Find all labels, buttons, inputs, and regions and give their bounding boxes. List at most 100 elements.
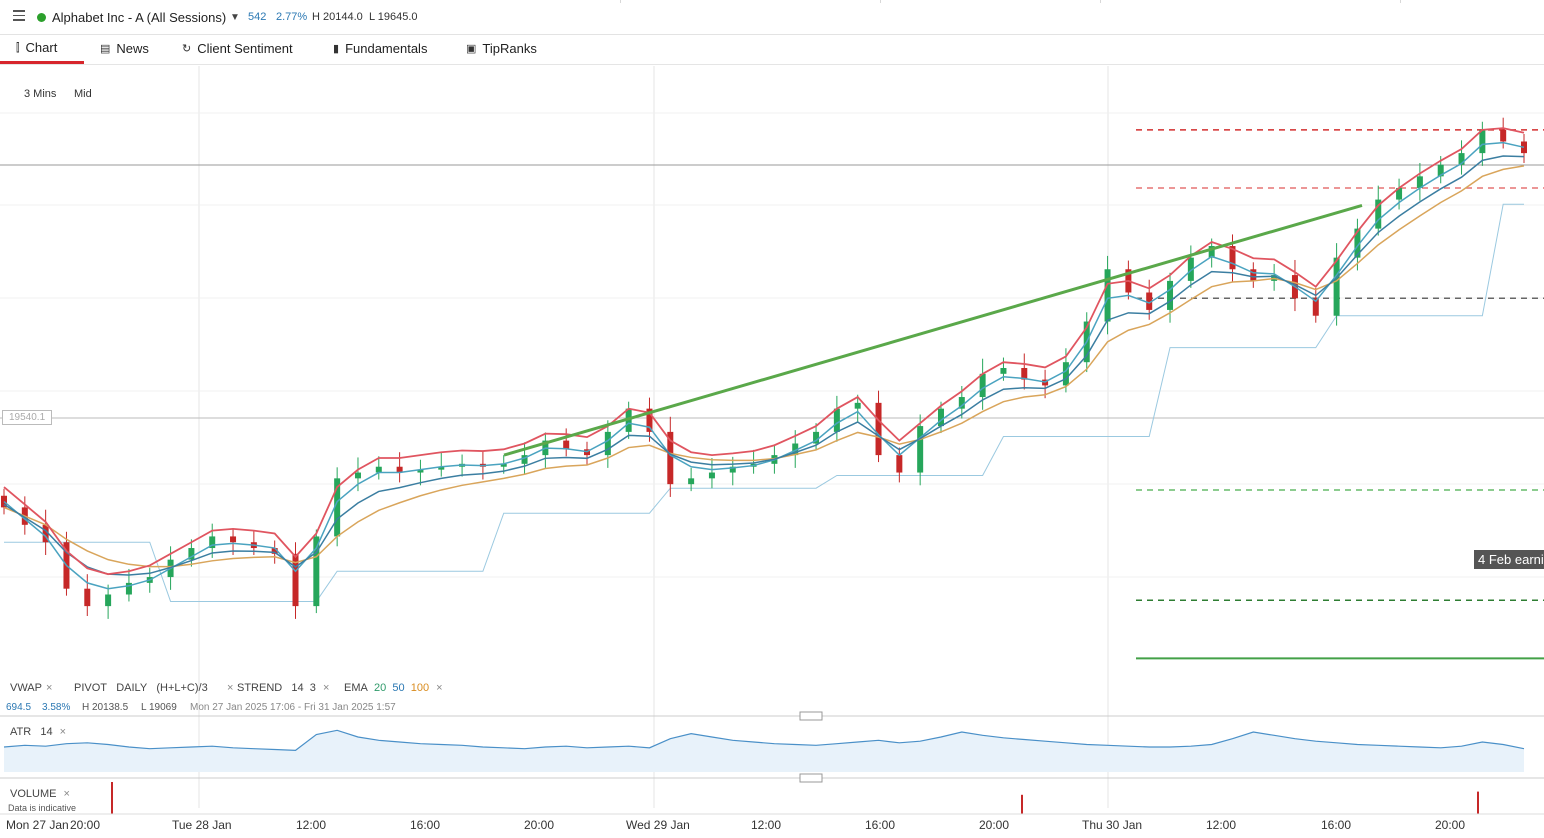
- close-icon[interactable]: ×: [63, 788, 70, 800]
- tab-label: TipRanks: [482, 41, 537, 56]
- candle-body: [396, 466, 403, 473]
- candles-icon: ⫿: [16, 41, 20, 54]
- candle-body: [667, 431, 674, 485]
- candle-body: [438, 466, 445, 470]
- tab-bar: ⫿ Chart ▤ News ↻ Client Sentiment ▮ Fundamen…: [0, 34, 1544, 65]
- candle-body: [500, 463, 507, 467]
- candle-body: [1021, 368, 1028, 380]
- ema-legend: EMA 20 50 100 ×: [344, 682, 443, 694]
- vwap-line: [4, 203, 1524, 602]
- earnings-badge[interactable]: 4 Feb earni: [1474, 550, 1544, 569]
- volume-note: Data is indicative: [8, 803, 77, 813]
- x-tick: 12:00: [1206, 818, 1237, 832]
- candle-body: [604, 431, 611, 456]
- x-tick: 20:00: [1435, 818, 1466, 832]
- candle-body: [84, 588, 91, 607]
- ema-50-line: [3, 155, 1525, 576]
- tab-tipranks[interactable]: ▣ TipRanks: [466, 34, 537, 64]
- candle-body: [979, 373, 986, 398]
- panel-resize-handle: [799, 773, 823, 783]
- chevron-down-icon[interactable]: ▼: [230, 12, 240, 23]
- session-low: L 19645.0: [369, 11, 418, 23]
- x-tick: 16:00: [410, 818, 441, 832]
- ema-50: 50: [392, 682, 405, 694]
- close-icon[interactable]: ×: [226, 682, 234, 694]
- panel-resize-handle: [799, 711, 823, 721]
- candle-body: [375, 466, 382, 473]
- ema-label: EMA: [344, 682, 368, 694]
- candle-body: [209, 536, 216, 549]
- close-icon[interactable]: ×: [436, 682, 443, 694]
- pivot-period: DAILY: [116, 682, 148, 694]
- candle-body: [188, 548, 195, 560]
- candle-body: [1146, 292, 1153, 310]
- candle-body: [230, 536, 237, 543]
- header-segment: [620, 0, 881, 3]
- x-tick: 20:00: [979, 818, 1010, 832]
- tab-label: Chart: [25, 39, 58, 55]
- candle-body: [125, 582, 132, 595]
- stats-low: L 19069: [141, 702, 177, 713]
- x-tick: 12:00: [751, 818, 782, 832]
- candle-body: [1416, 176, 1423, 188]
- candle-body: [937, 408, 944, 427]
- instrument-name[interactable]: Alphabet Inc - A (All Sessions): [52, 10, 227, 25]
- stats-range: Mon 27 Jan 2025 17:06 - Fri 31 Jan 2025 …: [190, 702, 396, 713]
- tab-fundamentals[interactable]: ▮ Fundamentals: [333, 34, 427, 64]
- atr-label: ATR: [10, 726, 32, 738]
- candle-body: [105, 594, 112, 607]
- refresh-icon: ↻: [182, 43, 192, 55]
- tab-label: Fundamentals: [345, 41, 428, 56]
- stats-high: H 20138.5: [82, 702, 129, 713]
- price-tag: 19540.1: [2, 410, 53, 425]
- candle-body: [792, 443, 799, 456]
- candle-body: [334, 478, 341, 537]
- tab-client-sentiment[interactable]: ↻ Client Sentiment: [182, 34, 293, 64]
- tab-chart[interactable]: ⫿ Chart: [0, 34, 84, 64]
- tipranks-icon: ▣: [466, 43, 477, 55]
- tab-label: Client Sentiment: [197, 41, 293, 56]
- ema-100-line: [3, 165, 1525, 568]
- candle-body: [875, 402, 882, 456]
- candle-body: [1354, 228, 1361, 258]
- hamburger-menu-icon[interactable]: [13, 10, 25, 22]
- candle-body: [417, 469, 424, 473]
- header-segment: [880, 0, 1101, 3]
- candle-body: [1333, 257, 1340, 316]
- ema-20-line: [3, 141, 1525, 590]
- close-icon[interactable]: ×: [59, 726, 67, 738]
- close-icon[interactable]: ×: [46, 682, 53, 694]
- candle-body: [1437, 164, 1444, 177]
- news-icon: ▤: [100, 43, 111, 55]
- x-tick: 16:00: [1321, 818, 1352, 832]
- candle-body: [354, 472, 361, 479]
- session-high: H 20144.0: [312, 11, 363, 23]
- atr-line: [3, 729, 1525, 751]
- atr-legend: ATR 14 ×: [10, 726, 66, 738]
- x-tick: Thu 30 Jan: [1082, 818, 1143, 832]
- candle-body: [708, 472, 715, 479]
- header-segment: [1100, 0, 1401, 3]
- price-type-selector[interactable]: Mid: [74, 88, 92, 100]
- candle-body: [521, 455, 528, 464]
- candle-body: [1479, 129, 1486, 154]
- interval-selector[interactable]: 3 Mins: [24, 88, 57, 100]
- market-open-indicator: [37, 13, 46, 22]
- candle-body: [1312, 298, 1319, 316]
- x-tick: 20:00: [70, 818, 101, 832]
- pivot-formula: (H+L+C)/3: [156, 682, 208, 694]
- candle-body: [1104, 269, 1111, 322]
- ema-100: 100: [410, 682, 430, 694]
- ema-20: 20: [373, 682, 387, 694]
- close-icon[interactable]: ×: [322, 682, 330, 694]
- volume-label: VOLUME: [10, 788, 57, 800]
- tab-news[interactable]: ▤ News: [100, 34, 149, 64]
- bars-icon: ▮: [333, 43, 340, 55]
- pivot-label: PIVOT: [74, 682, 108, 694]
- atr-period: 14: [40, 726, 53, 738]
- candle-body: [1229, 246, 1236, 270]
- strend-param: 14: [291, 682, 304, 694]
- candle-body: [1167, 280, 1174, 310]
- atr-area: [4, 730, 1524, 772]
